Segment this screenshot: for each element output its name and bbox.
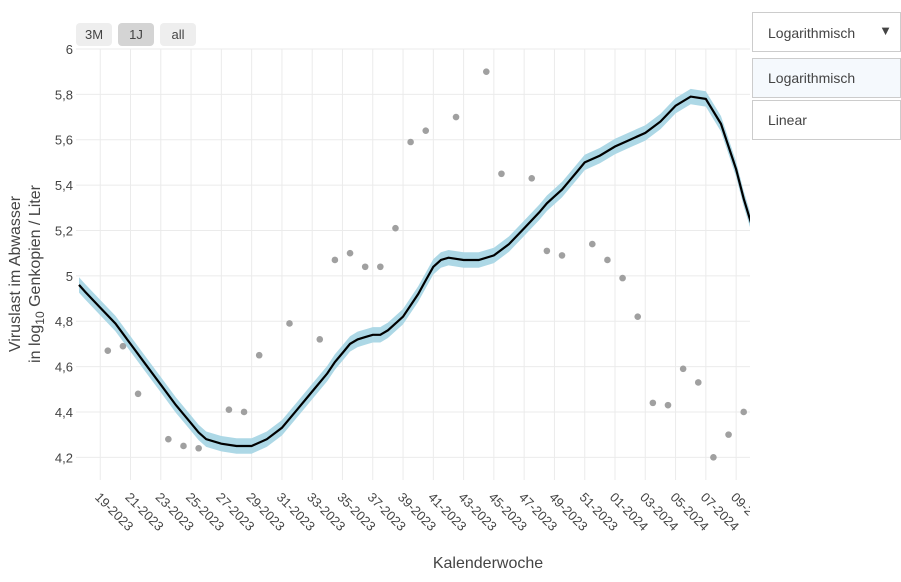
data-point (588, 240, 596, 248)
data-point (346, 249, 354, 257)
data-point (664, 401, 672, 409)
y-tick-label: 6 (66, 42, 73, 57)
data-point (483, 68, 490, 75)
data-point (710, 454, 717, 461)
data-point (528, 175, 536, 182)
scale-select[interactable]: Logarithmisch ▼ (752, 12, 901, 52)
data-point (165, 435, 172, 443)
data-point (740, 408, 747, 416)
data-point (104, 347, 112, 355)
y-tick-label: 4,2 (55, 450, 73, 465)
data-point (619, 274, 626, 282)
y-tick-label: 5 (66, 269, 73, 284)
data-point (240, 408, 248, 416)
scale-select-menu: Logarithmisch Linear (752, 58, 901, 142)
data-point (407, 138, 414, 146)
data-point (316, 336, 324, 343)
data-point (377, 263, 384, 271)
data-point (134, 390, 142, 398)
data-point (180, 442, 187, 450)
data-point (225, 406, 233, 413)
y-tick-label: 5,8 (55, 87, 73, 102)
scale-option-linear[interactable]: Linear (752, 100, 901, 140)
data-point (422, 127, 430, 134)
x-axis-title: Kalenderwoche (433, 555, 543, 572)
data-point (255, 351, 263, 359)
scale-select-value: Logarithmisch (768, 25, 856, 41)
data-point (634, 313, 642, 320)
caret-down-icon: ▼ (879, 23, 892, 38)
y-axis-title-line2: in log10 Genkopien / Liter (27, 184, 47, 363)
data-point (694, 379, 702, 386)
data-point (195, 444, 202, 452)
y-tick-label: 5,2 (55, 223, 73, 238)
data-point (604, 256, 611, 264)
viral-load-chart: 4,24,44,64,855,25,45,65,86 19-202321-202… (7, 42, 750, 572)
data-point (543, 247, 551, 255)
data-point (725, 431, 732, 438)
data-point (679, 365, 687, 373)
y-tick-label: 4,4 (55, 405, 73, 420)
data-point (361, 263, 369, 271)
data-point (498, 170, 505, 178)
y-tick-label: 5,4 (55, 178, 73, 193)
y-axis-title-line1: Viruslast im Abwasser (7, 195, 24, 352)
data-point (331, 256, 339, 264)
data-point (558, 252, 566, 259)
data-point (392, 224, 399, 232)
y-tick-label: 4,8 (55, 314, 73, 329)
range-button-all[interactable]: all (160, 23, 196, 46)
y-tick-label: 4,6 (55, 360, 73, 375)
data-point (452, 113, 460, 121)
trend-line (78, 95, 750, 448)
range-button-3m[interactable]: 3M (76, 23, 112, 46)
data-point (119, 342, 127, 350)
data-point (649, 399, 657, 407)
scale-option-logarithmisch[interactable]: Logarithmisch (752, 58, 901, 98)
data-point (286, 320, 293, 327)
y-tick-label: 5,6 (55, 133, 73, 148)
range-button-1j[interactable]: 1J (118, 23, 154, 46)
confidence-band (79, 88, 750, 454)
